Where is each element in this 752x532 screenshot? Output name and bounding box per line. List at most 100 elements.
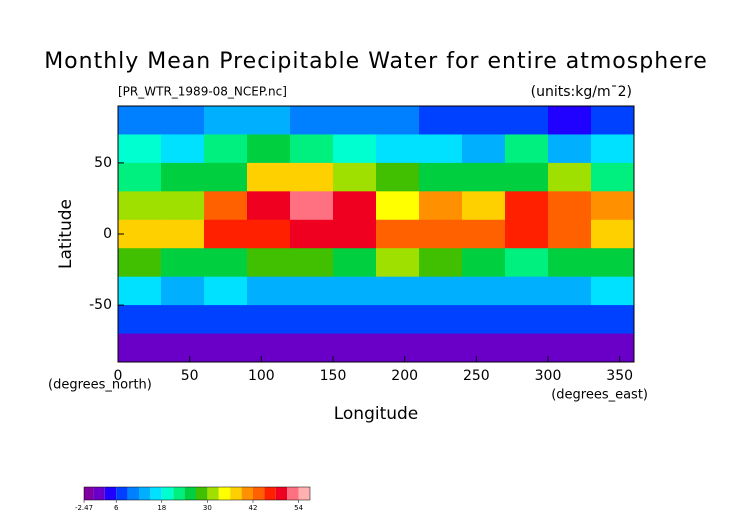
field-cell	[204, 333, 248, 363]
field-cell	[247, 134, 291, 164]
field-cell	[419, 276, 463, 306]
field-cell	[204, 305, 248, 335]
field-cell	[376, 191, 420, 221]
x-tick-label: 300	[535, 368, 562, 384]
field-cell	[462, 219, 506, 249]
field-cell	[419, 106, 463, 135]
field-cell	[204, 106, 248, 135]
field-cell	[419, 134, 463, 164]
field-cell	[204, 162, 248, 192]
colorbar-tick-label: 54	[294, 504, 303, 512]
field-cell	[548, 219, 592, 249]
field-cell	[333, 333, 377, 363]
field-cell	[548, 106, 592, 135]
field-cell	[376, 333, 420, 363]
field-cell	[505, 106, 549, 135]
field-cell	[118, 134, 162, 164]
colorbar-cell	[264, 487, 276, 500]
field-cell	[290, 219, 334, 249]
field-cell	[376, 219, 420, 249]
units: (units:kg/m¯2)	[531, 84, 632, 100]
field-cell	[548, 134, 592, 164]
field-cell	[161, 276, 205, 306]
field-cell	[591, 219, 635, 249]
field-cell	[204, 219, 248, 249]
colorbar-cell	[104, 487, 117, 500]
field-cell	[505, 305, 549, 335]
field-cell	[591, 106, 635, 135]
x-axis-label: Longitude	[334, 404, 419, 424]
field-cell	[290, 191, 334, 221]
colorbar-cell	[207, 487, 219, 500]
x-tick-label: 350	[606, 368, 633, 384]
field-cell	[247, 305, 291, 335]
field-cell	[376, 248, 420, 278]
field-cell	[118, 191, 162, 221]
field-cell	[462, 305, 506, 335]
field-cell	[376, 106, 420, 135]
x-tick-label: 250	[463, 368, 490, 384]
field-cell	[118, 219, 162, 249]
colorbar-frame	[83, 486, 311, 501]
colorbar-cell	[275, 487, 288, 500]
x-tick-label: 100	[248, 368, 275, 384]
field-cell	[462, 333, 506, 363]
x-unit: (degrees_east)	[551, 388, 648, 403]
field-cell	[247, 248, 291, 278]
colorbar-cell	[150, 487, 162, 500]
colorbar-cell	[161, 487, 174, 500]
field-cell	[548, 305, 592, 335]
colorbar: -2.47 6 18 30 42 54	[75, 486, 311, 512]
field-cell	[462, 106, 506, 135]
colorbar-tick-label: 42	[249, 504, 258, 512]
field-cell	[376, 305, 420, 335]
field-cell	[548, 191, 592, 221]
field-cell	[204, 134, 248, 164]
field-cell	[505, 134, 549, 164]
field-cell	[462, 276, 506, 306]
field-cell	[118, 333, 162, 363]
field-cell	[505, 333, 549, 363]
field-cell	[591, 276, 635, 306]
field-cell	[247, 162, 291, 192]
field-cell	[161, 219, 205, 249]
field-cell	[419, 162, 463, 192]
field-cell	[247, 333, 291, 363]
field	[118, 106, 635, 363]
field-cell	[591, 305, 635, 335]
colorbar-tick-label: 6	[114, 504, 119, 512]
colorbar-cell	[93, 487, 105, 500]
colorbar-cell	[84, 487, 94, 500]
field-cell	[462, 162, 506, 192]
chart-title: Monthly Mean Precipitable Water for enti…	[44, 49, 708, 74]
y-unit: (degrees_north)	[48, 378, 152, 393]
colorbar-cell	[116, 487, 128, 500]
field-cell	[161, 134, 205, 164]
field-cell	[419, 248, 463, 278]
field-cell	[161, 305, 205, 335]
field-cell	[591, 248, 635, 278]
field-cell	[419, 191, 463, 221]
field-cell	[462, 191, 506, 221]
field-cell	[376, 134, 420, 164]
colorbar-cell	[127, 487, 139, 500]
subtitle: [PR_WTR_1989-08_NCEP.nc]	[118, 85, 287, 99]
field-cell	[419, 333, 463, 363]
field-cell	[333, 191, 377, 221]
y-tick-label: 50	[94, 155, 112, 171]
x-tick-label: 150	[320, 368, 347, 384]
x-tick-label: 50	[181, 368, 199, 384]
colorbar-cell	[184, 487, 196, 500]
field-cell	[505, 276, 549, 306]
x-tick-label: 200	[391, 368, 418, 384]
y-tick-label: -50	[89, 297, 112, 313]
field-cell	[118, 276, 162, 306]
y-tick-label: 0	[103, 226, 112, 242]
field-cell	[419, 219, 463, 249]
field-cell	[333, 134, 377, 164]
field-cell	[505, 191, 549, 221]
colorbar-cell	[298, 487, 310, 500]
colorbar-tick-label: -2.47	[75, 504, 93, 512]
field-cell	[548, 276, 592, 306]
field-cell	[118, 106, 162, 135]
